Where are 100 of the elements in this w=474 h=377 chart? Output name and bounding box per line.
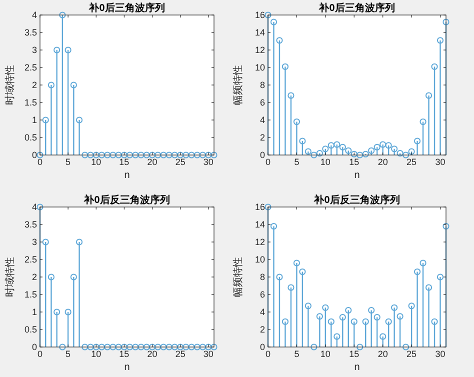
- point: [270, 222, 278, 230]
- x-tick-label: 15: [119, 157, 130, 167]
- x-tick-label: 20: [378, 349, 388, 359]
- y-tick-label: 1: [32, 115, 37, 125]
- point: [436, 274, 444, 280]
- point: [396, 150, 404, 157]
- point: [316, 150, 323, 157]
- y-tick-label: 16: [254, 10, 265, 20]
- point: [199, 152, 206, 158]
- point: [54, 46, 60, 54]
- point: [334, 333, 340, 340]
- point: [59, 344, 66, 350]
- point: [188, 344, 195, 350]
- point: [385, 142, 392, 149]
- y-tick-label: 3: [32, 237, 37, 247]
- point: [408, 302, 415, 310]
- x-tick-label: 30: [203, 349, 214, 359]
- y-axis-title: 幅频特性: [232, 65, 244, 105]
- point: [64, 308, 72, 316]
- point: [160, 344, 167, 350]
- point: [264, 204, 272, 210]
- point: [92, 344, 100, 350]
- point: [42, 116, 49, 124]
- y-tick-label: 4: [32, 202, 37, 212]
- point: [442, 18, 450, 26]
- point: [87, 152, 94, 158]
- point: [420, 260, 426, 266]
- y-tick-label: 0.5: [24, 132, 37, 142]
- point: [368, 147, 375, 154]
- x-tick-label: 10: [91, 157, 102, 167]
- point: [154, 344, 162, 350]
- point: [48, 274, 55, 280]
- point: [115, 344, 122, 350]
- point: [104, 344, 111, 350]
- x-axis-title: n: [124, 170, 130, 181]
- point: [98, 152, 106, 158]
- x-tick-label: 15: [349, 349, 360, 359]
- y-tick-label: 2.5: [24, 62, 37, 72]
- point: [143, 152, 150, 158]
- point: [36, 152, 44, 158]
- point: [166, 344, 172, 350]
- point: [282, 63, 289, 70]
- point: [316, 313, 323, 320]
- point: [431, 318, 438, 325]
- point: [70, 82, 77, 88]
- x-tick-label: 15: [349, 157, 360, 167]
- point: [59, 12, 66, 18]
- x-tick-label: 20: [147, 157, 158, 167]
- point: [276, 274, 283, 280]
- point: [402, 344, 410, 350]
- x-tick-label: 30: [435, 157, 446, 167]
- y-tick-label: 2: [260, 132, 265, 142]
- x-tick-label: 15: [119, 349, 130, 359]
- point: [120, 344, 128, 350]
- y-tick-label: 0.5: [24, 324, 37, 334]
- point: [350, 150, 358, 158]
- point: [345, 306, 352, 314]
- y-tick-label: 4: [260, 115, 265, 125]
- chart-title: 补0后反三角波序列: [83, 194, 170, 206]
- point: [293, 260, 300, 266]
- x-tick-label: 5: [294, 157, 300, 167]
- y-tick-label: 10: [254, 62, 265, 72]
- y-tick-label: 0: [32, 150, 37, 160]
- chart-title: 补0后三角波序列: [318, 2, 395, 14]
- point: [425, 92, 432, 99]
- y-tick-label: 4: [32, 10, 37, 20]
- point: [171, 152, 178, 158]
- point: [334, 141, 340, 148]
- y-tick-label: 1: [32, 307, 37, 317]
- y-tick-label: 14: [254, 28, 265, 38]
- point: [328, 318, 334, 325]
- point: [70, 274, 77, 280]
- point: [322, 146, 329, 152]
- y-tick-label: 8: [260, 272, 265, 282]
- point: [98, 344, 106, 350]
- y-tick-label: 12: [254, 45, 265, 55]
- x-tick-label: 10: [320, 157, 330, 167]
- y-tick-label: 3: [32, 45, 37, 55]
- point: [194, 152, 200, 158]
- point: [396, 313, 404, 320]
- point: [182, 344, 190, 350]
- point: [356, 344, 364, 350]
- x-tick-label: 25: [175, 349, 186, 359]
- point: [148, 152, 156, 158]
- point: [288, 284, 294, 291]
- chart-title: 补0后反三角波序列: [313, 194, 400, 206]
- x-axis-title: n: [354, 362, 360, 373]
- y-tick-label: 12: [254, 237, 265, 247]
- y-tick-label: 0: [260, 342, 265, 352]
- y-tick-label: 0: [32, 342, 37, 352]
- point: [126, 344, 134, 350]
- x-axis-title: n: [354, 170, 360, 181]
- y-tick-label: 3.5: [24, 220, 37, 230]
- y-tick-label: 6: [260, 98, 265, 108]
- point: [132, 152, 139, 158]
- point: [356, 152, 364, 158]
- y-tick-label: 2: [32, 80, 37, 90]
- x-tick-label: 20: [147, 349, 158, 359]
- point: [304, 148, 312, 155]
- point: [160, 152, 167, 158]
